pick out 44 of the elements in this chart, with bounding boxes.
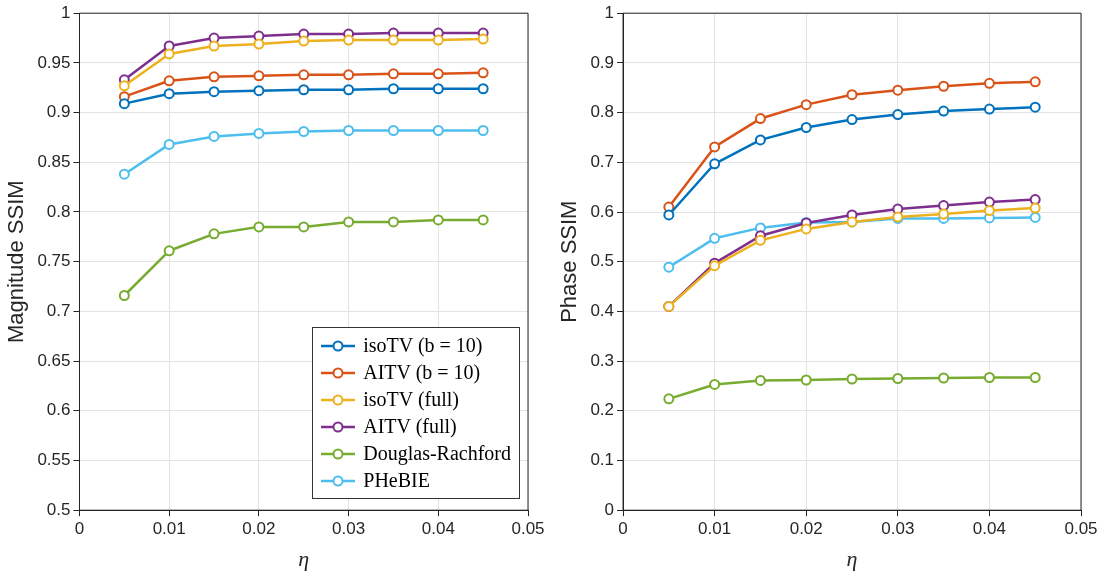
- y-tick-label: 0.65: [37, 350, 71, 370]
- x-axis-title: η: [846, 545, 858, 571]
- y-tick-label: 0.1: [590, 450, 615, 470]
- y-tick-label: 0.6: [590, 201, 615, 221]
- legend-label: Douglas-Rachford: [363, 441, 511, 467]
- legend-label: AITV (full): [363, 414, 457, 440]
- y-tick-label: 0: [604, 499, 615, 519]
- y-tick-label: 0.8: [590, 102, 615, 122]
- x-tick-label: 0.02: [789, 519, 823, 539]
- x-tick-label: 0.01: [698, 519, 732, 539]
- x-tick-label: 0.03: [332, 519, 366, 539]
- x-tick-label: 0.01: [152, 519, 186, 539]
- x-tick-label: 0.05: [511, 519, 545, 539]
- y-tick-label: 0.6: [46, 400, 71, 420]
- legend-label: PHeBIE: [363, 468, 430, 493]
- y-tick-label: 0.7: [46, 301, 71, 321]
- x-tick-label: 0.04: [421, 519, 455, 539]
- y-tick-label: 0.5: [590, 251, 615, 271]
- y-tick-label: 0.5: [46, 499, 71, 519]
- legend-label: isoTV (b = 10): [363, 333, 483, 359]
- y-tick-label: 1: [61, 2, 71, 22]
- y-tick-label: 0.2: [590, 400, 615, 420]
- y-axis-title: Magnitude SSIM: [3, 180, 29, 344]
- y-tick-label: 0.3: [590, 350, 615, 370]
- x-tick-label: 0.02: [242, 519, 276, 539]
- x-axis-title: η: [298, 545, 310, 571]
- legend-label: AITV (b = 10): [363, 360, 481, 386]
- y-tick-label: 1: [604, 2, 615, 22]
- y-tick-label: 0.75: [37, 251, 71, 271]
- y-tick-label: 0.4: [590, 301, 615, 321]
- x-tick-label: 0.05: [1064, 519, 1098, 539]
- x-tick-label: 0: [618, 519, 628, 539]
- x-tick-label: 0: [74, 519, 85, 539]
- x-tick-label: 0.04: [972, 519, 1006, 539]
- y-tick-label: 0.85: [37, 151, 71, 171]
- y-tick-label: 0.8: [46, 201, 71, 221]
- y-tick-label: 0.7: [590, 151, 615, 171]
- legend-label: isoTV (full): [363, 387, 459, 413]
- y-tick-label: 0.95: [37, 52, 71, 72]
- y-tick-label: 0.9: [46, 102, 71, 122]
- x-tick-label: 0.03: [881, 519, 915, 539]
- y-axis-title: Phase SSIM: [556, 200, 582, 323]
- y-tick-label: 0.55: [37, 450, 71, 470]
- y-tick-label: 0.9: [590, 52, 615, 72]
